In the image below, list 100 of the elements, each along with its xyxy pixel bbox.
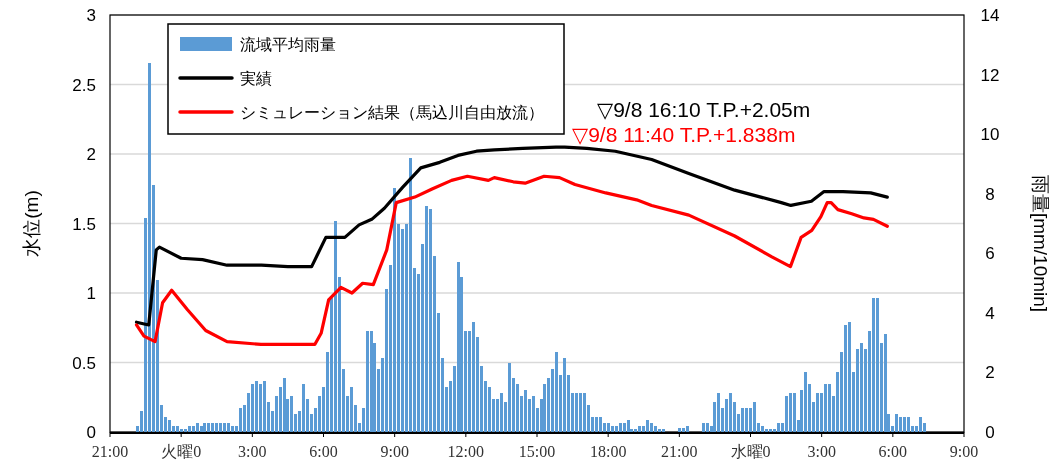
bar <box>646 420 649 432</box>
bar <box>702 423 705 432</box>
y2-tick-label: 6 <box>985 244 995 264</box>
bar <box>251 384 254 432</box>
bar <box>595 417 598 432</box>
annotation: ▽9/8 16:10 T.P.+2.05m <box>597 98 811 121</box>
bar <box>366 330 369 432</box>
bar <box>203 423 206 432</box>
bar <box>619 423 622 432</box>
bar <box>903 417 906 432</box>
x-tick-label: 9:00 <box>949 443 979 460</box>
bar <box>638 426 641 432</box>
x-tick-label: 9:00 <box>380 443 409 460</box>
bar <box>844 324 847 432</box>
x-tick-label: 12:00 <box>447 443 485 460</box>
y2-tick-label: 8 <box>985 184 995 204</box>
bar <box>263 381 266 432</box>
bar <box>899 417 902 432</box>
bar <box>334 220 337 432</box>
bar <box>223 423 226 432</box>
x-tick-label: 6:00 <box>878 443 908 460</box>
bar <box>425 205 428 432</box>
legend-label: 流域平均雨量 <box>240 36 336 53</box>
bar <box>409 157 412 432</box>
bar <box>627 420 630 432</box>
bar <box>583 393 586 432</box>
y-tick-label: 0.5 <box>72 353 96 373</box>
y2-axis-title: 雨量[mm/10min] <box>1030 174 1051 313</box>
x-tick-label: 21:00 <box>91 443 129 460</box>
bar <box>200 426 203 432</box>
bar <box>682 428 685 432</box>
bar <box>239 408 242 432</box>
bar <box>350 387 353 432</box>
y-tick-label: 1.5 <box>72 214 96 234</box>
y-tick-label: 0 <box>86 423 96 442</box>
y-tick-label: 2.5 <box>72 75 96 95</box>
bar <box>176 426 179 432</box>
bar <box>654 426 657 432</box>
bar <box>753 402 756 432</box>
bar <box>148 62 151 432</box>
bar <box>192 426 195 432</box>
bar <box>706 423 709 432</box>
y2-tick-label: 2 <box>985 363 995 383</box>
bar <box>393 187 396 432</box>
bar <box>255 381 258 432</box>
legend-label: シミュレーション結果（馬込川自由放流） <box>240 104 544 121</box>
bar <box>662 429 665 432</box>
y-tick-label: 3 <box>86 6 96 25</box>
bar <box>785 396 788 432</box>
annotation: ▽9/8 11:40 T.P.+1.838m <box>572 123 796 146</box>
bar <box>611 426 614 432</box>
bar <box>919 417 922 432</box>
bar <box>283 378 286 432</box>
bar <box>607 423 610 432</box>
x-tick-label: 18:00 <box>589 443 627 460</box>
bar <box>184 429 187 432</box>
x-tick-label: 21:00 <box>661 443 698 460</box>
bar <box>168 420 171 432</box>
bar <box>804 372 807 432</box>
bar <box>824 384 827 432</box>
bar <box>828 384 831 432</box>
bar <box>658 429 661 432</box>
bar <box>678 428 681 432</box>
bar <box>848 321 851 432</box>
bar <box>219 423 222 432</box>
bar <box>895 414 898 432</box>
bar <box>769 429 772 432</box>
y2-tick-label: 10 <box>980 125 1000 145</box>
bar <box>524 390 527 432</box>
bar <box>472 321 475 432</box>
bar <box>290 396 293 432</box>
bar <box>623 423 626 432</box>
bar <box>196 423 199 432</box>
bar <box>259 384 262 432</box>
bar <box>729 393 732 432</box>
y2-tick-label: 14 <box>980 6 1000 25</box>
bar <box>907 417 910 432</box>
bar <box>579 393 582 432</box>
bar <box>745 408 748 432</box>
legend-label: 実績 <box>240 70 272 87</box>
bar <box>793 393 796 432</box>
bar <box>789 393 792 432</box>
bar <box>884 333 887 432</box>
bar <box>872 297 875 432</box>
x-tick-label: 6:00 <box>309 443 338 460</box>
x-tick-label: 15:00 <box>518 443 556 460</box>
y2-tick-label: 0 <box>985 423 995 442</box>
bar <box>816 393 819 432</box>
x-tick-label: 水曜0 <box>730 443 771 460</box>
y2-tick-label: 4 <box>985 303 995 323</box>
bar <box>717 393 720 432</box>
bar <box>500 393 503 432</box>
bar <box>634 429 637 432</box>
bar <box>650 423 653 432</box>
y-tick-label: 2 <box>86 145 96 164</box>
bar <box>457 262 460 432</box>
bar <box>555 351 558 432</box>
bar <box>532 396 535 432</box>
bar <box>207 423 210 432</box>
bar <box>211 423 214 432</box>
